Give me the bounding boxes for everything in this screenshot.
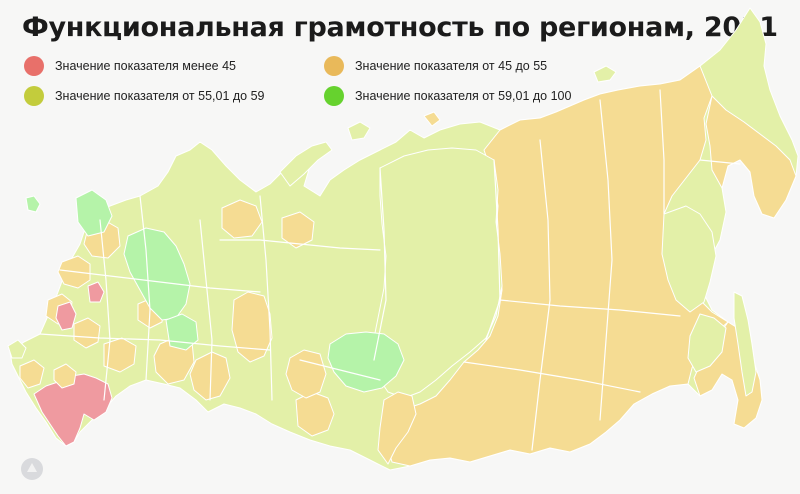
map-title: Функциональная грамотность по регионам, …	[22, 12, 778, 43]
legend-label-below-45: Значение показателя менее 45	[55, 59, 236, 73]
legend-item-45-55: Значение показателя от 45 до 55	[324, 56, 547, 76]
map-region-east-siberia	[385, 65, 729, 467]
logo-icon	[20, 457, 44, 481]
map-region-novosibirsk	[327, 331, 405, 393]
map-region-severnaya-zemlya	[347, 121, 371, 141]
map-region-chelyabinsk	[285, 349, 327, 399]
map-region-krasnodar	[19, 359, 45, 389]
map-region-arctic-island	[423, 111, 441, 127]
map-region-moscow-cluster	[123, 227, 191, 321]
legend-label-59-100: Значение показателя от 59,01 до 100	[355, 89, 572, 103]
legend-swatch-below-45	[24, 56, 44, 76]
map-region-kaliningrad	[25, 195, 41, 213]
region-borders	[39, 89, 741, 451]
map-region-sakhalin	[733, 291, 757, 397]
map-region-yamal	[281, 211, 315, 249]
map-region-kamchatka	[705, 95, 797, 219]
map-region-orenburg	[189, 351, 231, 401]
legend-item-59-100: Значение показателя от 59,01 до 100	[324, 86, 571, 106]
legend-swatch-55-59	[24, 86, 44, 106]
legend-label-45-55: Значение показателя от 45 до 55	[355, 59, 548, 73]
legend: Значение показателя менее 45 Значение по…	[24, 56, 664, 112]
map-region-stavropol	[53, 363, 77, 389]
map-region-khabarovsk-south	[687, 313, 727, 373]
map-region-bryansk	[55, 301, 77, 331]
map-region-smolensk	[73, 317, 101, 349]
map-region-amur	[661, 205, 717, 313]
map-region-new-siberian-islands	[593, 65, 617, 83]
map-region-kursk	[87, 281, 105, 303]
map-region-krasnoyarsk	[371, 147, 503, 399]
map-region-perm	[231, 291, 273, 363]
map-region-chernozem	[103, 337, 137, 373]
map-region-irkutsk-south	[377, 391, 417, 465]
legend-label-55-59: Значение показателя от 55,01 до 59	[55, 89, 265, 103]
legend-swatch-45-55	[324, 56, 344, 76]
map-region-north-west-cluster	[75, 189, 113, 237]
legend-swatch-59-100	[324, 86, 344, 106]
map-region-tyumen-north	[221, 199, 263, 239]
legend-item-55-59: Значение показателя от 55,01 до 59	[24, 86, 265, 106]
legend-item-below-45: Значение показателя менее 45	[24, 56, 236, 76]
map-region-novaya-zemlya	[279, 141, 333, 187]
map-region-crimea	[7, 339, 27, 359]
